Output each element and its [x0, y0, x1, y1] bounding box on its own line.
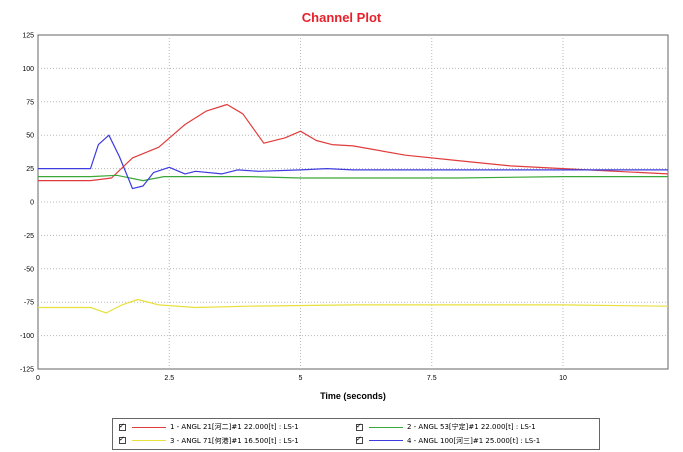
y-tick-label: -100: [20, 333, 34, 340]
y-tick-label: 25: [26, 166, 34, 173]
series-lines: [38, 103, 669, 314]
checkbox-icon[interactable]: [356, 422, 363, 431]
chart-title: Channel Plot: [301, 10, 382, 25]
x-axis-label: Time (seconds): [320, 391, 386, 401]
y-tick-label: 0: [30, 200, 34, 207]
legend-swatch: [132, 426, 166, 428]
x-tick-label: 7.5: [427, 375, 437, 382]
x-tick-label: 2.5: [164, 375, 174, 382]
legend: 1 - ANGL 21[河二]#1 22.000[t] : LS-1 2 - A…: [112, 418, 600, 450]
checkbox-icon[interactable]: [119, 435, 126, 445]
legend-item-series-3[interactable]: 3 - ANGL 71[何港]#1 16.500[t] : LS-1: [119, 435, 356, 447]
y-tick-label: -25: [24, 233, 34, 240]
legend-label: 4 - ANGL 100[河三]#1 25.000[t] : LS-1: [407, 436, 541, 445]
y-tick-label: 100: [22, 66, 34, 73]
legend-swatch: [369, 426, 403, 428]
legend-item-series-4[interactable]: 4 - ANGL 100[河三]#1 25.000[t] : LS-1: [356, 435, 593, 447]
legend-label: 2 - ANGL 53[宁定]#1 22.000[t] : LS-1: [407, 423, 536, 432]
checkbox-icon[interactable]: [356, 435, 363, 445]
legend-swatch: [132, 440, 166, 442]
x-tick-label: 0: [36, 375, 40, 382]
y-axis-ticks: 125 100 75 50 25 0 -25 -50 -75 -100 -125: [20, 33, 34, 374]
legend-label: 1 - ANGL 21[河二]#1 22.000[t] : LS-1: [170, 423, 299, 432]
series-line-4: [38, 134, 668, 190]
x-axis-ticks: 0 2.5 5 7.5 10: [36, 375, 567, 382]
y-tick-label: -125: [20, 367, 34, 374]
legend-swatch: [369, 440, 403, 442]
y-tick-label: -50: [24, 266, 34, 273]
series-line-1: [38, 103, 669, 182]
y-tick-label: -75: [24, 300, 34, 307]
series-line-2: [38, 174, 668, 182]
y-tick-label: 125: [22, 33, 34, 40]
checkbox-icon[interactable]: [119, 422, 126, 431]
legend-item-series-1[interactable]: 1 - ANGL 21[河二]#1 22.000[t] : LS-1: [119, 422, 356, 433]
y-tick-label: 75: [26, 99, 34, 106]
series-line-3: [38, 298, 669, 314]
legend-item-series-2[interactable]: 2 - ANGL 53[宁定]#1 22.000[t] : LS-1: [356, 422, 593, 433]
x-tick-label: 10: [559, 375, 567, 382]
x-tick-label: 5: [299, 375, 303, 382]
y-tick-label: 50: [26, 133, 34, 140]
legend-label: 3 - ANGL 71[何港]#1 16.500[t] : LS-1: [170, 436, 299, 445]
